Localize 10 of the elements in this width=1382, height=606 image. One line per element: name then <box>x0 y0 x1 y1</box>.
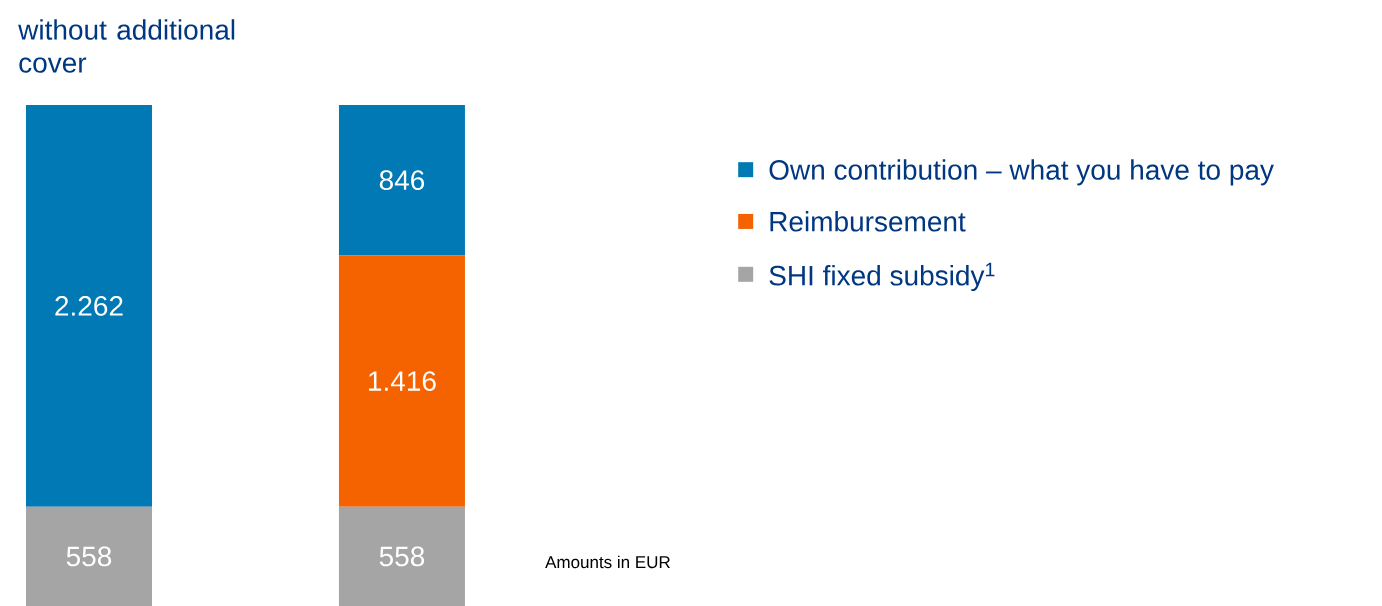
legend-label: SHI fixed subsidy$^{1}$ <box>769 262 995 292</box>
legend-label: Own contribution – what you have to pay <box>769 159 1274 186</box>
data-label: 558 <box>379 546 425 567</box>
data-label: 846 <box>379 170 425 191</box>
data-label: 558 <box>66 546 112 567</box>
data-label: 1.416 <box>369 371 436 391</box>
data-label: 2.262 <box>55 296 123 316</box>
annotation: Amounts in EUR <box>545 555 670 569</box>
x-tick-label: without additional cover <box>18 19 235 73</box>
legend-label: Reimbursement <box>770 211 966 232</box>
